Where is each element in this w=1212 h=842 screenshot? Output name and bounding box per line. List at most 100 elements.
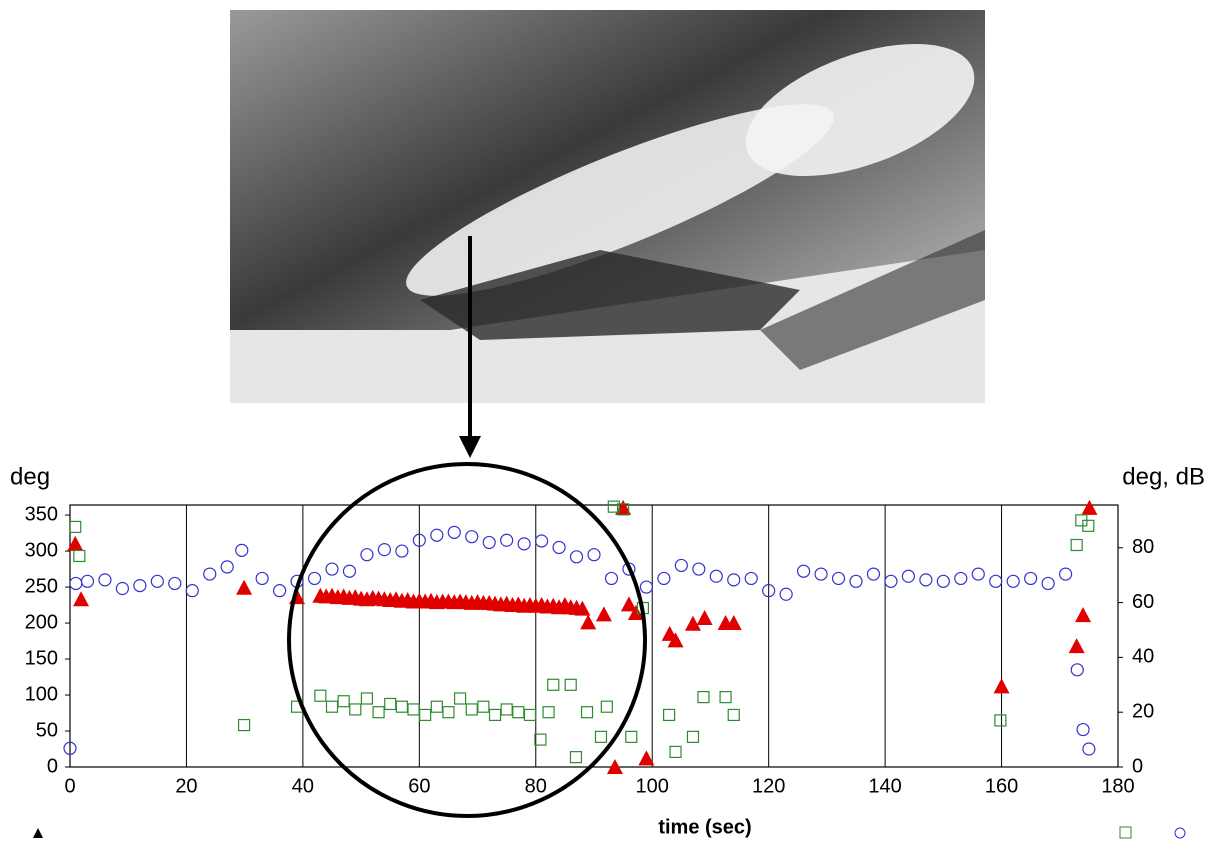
photo (230, 10, 985, 403)
triangle-point (1068, 638, 1085, 654)
circle-point (1024, 571, 1038, 586)
circle-point (709, 569, 723, 583)
square-point (697, 691, 710, 704)
square-point (465, 703, 478, 716)
square-point (360, 692, 374, 705)
y-tick-label: 250 (25, 575, 58, 597)
square-point (477, 700, 490, 713)
y2-tick-label: 0 (1132, 755, 1143, 777)
circle-point (1058, 567, 1073, 581)
y-tick-label: 150 (25, 647, 58, 669)
circle-point (430, 528, 444, 542)
circle-point (395, 544, 409, 558)
square-point (1070, 538, 1083, 552)
square-point (69, 520, 82, 534)
circle-point (1006, 574, 1020, 588)
triangle-point (574, 600, 591, 616)
x-tick-label: 40 (292, 775, 314, 797)
circle-point (866, 567, 881, 581)
square-point (564, 678, 577, 691)
y2-axis-title: deg, dB (1122, 463, 1205, 490)
circle-point (674, 558, 688, 573)
circle-point (235, 543, 249, 557)
triangle-point (73, 591, 90, 607)
triangle-point (67, 535, 84, 551)
circle-point (971, 567, 985, 581)
circle-point (255, 571, 269, 586)
triangle-point (580, 614, 597, 630)
square-point (719, 691, 732, 704)
triangle-point (638, 750, 655, 766)
circle-point (307, 571, 322, 586)
y-tick-label: 350 (25, 503, 58, 525)
circle-point (936, 574, 950, 588)
square-point (453, 692, 467, 705)
circle-point (412, 533, 426, 547)
x-tick-label: 180 (1101, 775, 1134, 797)
circle-point (901, 569, 916, 583)
square-point (669, 745, 682, 759)
circle-point (587, 548, 601, 562)
circle-point (377, 543, 391, 557)
square-point (686, 730, 700, 743)
circle-point (482, 535, 496, 550)
circle-point (831, 571, 846, 586)
triangle-point (627, 604, 644, 620)
x-axis-title: time (sec) (658, 816, 751, 838)
y2-tick-label: 40 (1132, 646, 1154, 668)
square-point (547, 678, 560, 691)
circle-point (796, 564, 811, 578)
square-point (580, 706, 594, 719)
x-tick-label: 80 (525, 775, 547, 797)
circle-point (273, 584, 287, 598)
square-point (488, 708, 502, 722)
square-point (625, 730, 638, 743)
arrow (459, 236, 481, 458)
circle-point (447, 525, 461, 539)
circle-point (884, 574, 898, 588)
x-tick-label: 160 (985, 775, 1018, 797)
square-point (663, 708, 676, 722)
circle-point (360, 548, 374, 562)
x-tick-label: 140 (868, 775, 901, 797)
circle-point (989, 574, 1003, 588)
y-axis-title: deg (10, 463, 50, 490)
triangle-point (1081, 499, 1098, 515)
square-point (372, 706, 385, 719)
circle-point (1070, 663, 1084, 677)
triangle-point (1075, 607, 1092, 623)
square-point (314, 689, 327, 702)
x-tick-label: 100 (636, 775, 669, 797)
circle-point (657, 571, 671, 586)
square-point (337, 695, 350, 708)
circle-point (168, 576, 182, 591)
circle-point (325, 562, 339, 576)
circle-point (98, 573, 112, 587)
circle-point (779, 587, 793, 601)
circle-point (115, 581, 130, 596)
circle-point (150, 574, 164, 588)
plot: 0 20 40 60 80 100 120 140 160 1800501001502002503… (25, 499, 1154, 797)
triangle-point (993, 678, 1010, 694)
circle-point (465, 530, 479, 544)
square-point (237, 718, 251, 732)
triangle-point (667, 632, 684, 648)
circle-point (692, 562, 706, 576)
y-tick-label: 0 (47, 755, 58, 777)
y-tick-label: 300 (25, 539, 58, 561)
circle-point (1076, 722, 1090, 737)
circle-point (552, 540, 566, 555)
y2-tick-label: 20 (1132, 700, 1154, 722)
triangle-point (696, 610, 713, 626)
plot-frame (69, 504, 1119, 768)
triangle-point (606, 759, 623, 774)
y-tick-label: 100 (25, 683, 58, 705)
circle-point (919, 573, 933, 587)
triangle-point (725, 615, 742, 631)
square-point (994, 714, 1007, 727)
square-point (534, 733, 547, 746)
circle-point (1082, 742, 1096, 756)
square-point (430, 700, 443, 713)
